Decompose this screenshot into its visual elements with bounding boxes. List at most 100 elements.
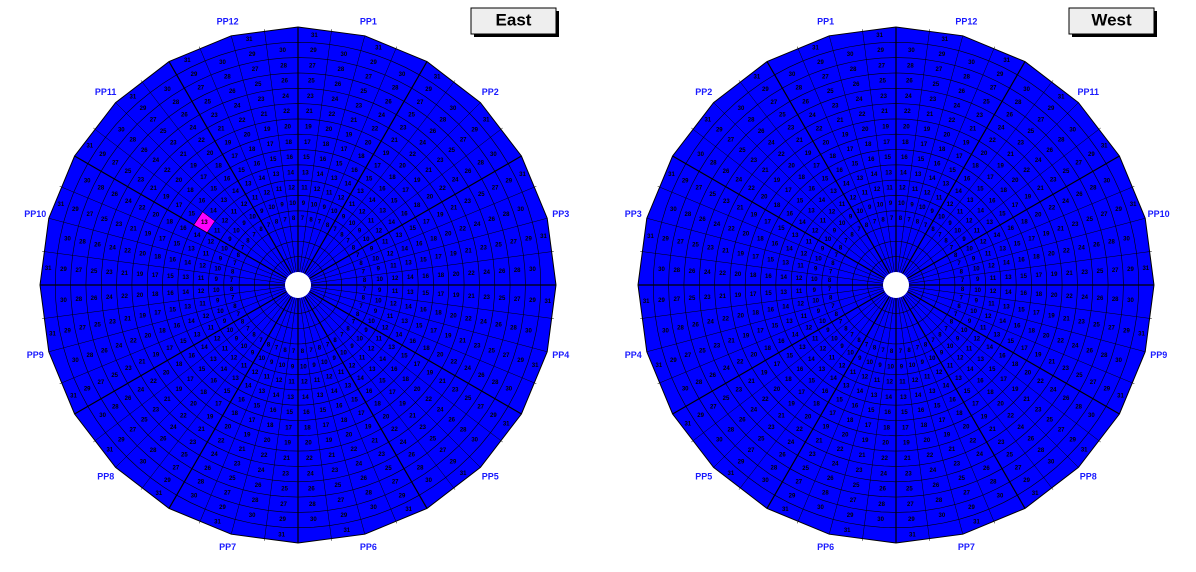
spoke xyxy=(93,127,288,278)
pp-label: PP12 xyxy=(217,17,239,27)
cell-label: 24 xyxy=(856,97,863,103)
cell-label: 14 xyxy=(357,376,364,382)
cell-label: 16 xyxy=(808,186,815,192)
cell-label: 31 xyxy=(704,117,711,123)
pp-label: PP6 xyxy=(817,542,834,552)
cell-label: 19 xyxy=(190,163,197,169)
spoke xyxy=(115,294,289,468)
cell-label: 30 xyxy=(682,387,689,393)
cell-label: 10 xyxy=(966,246,973,252)
cell-label: 31 xyxy=(246,37,253,43)
spoke xyxy=(899,297,964,535)
cell-label: 7 xyxy=(301,216,305,222)
cell-label: 28 xyxy=(963,74,970,80)
cell-label: 14 xyxy=(994,233,1001,239)
cell-label: 24 xyxy=(768,140,775,146)
cell-label: 15 xyxy=(416,324,423,330)
cell-label: 27 xyxy=(1015,465,1022,471)
cell-label: 8 xyxy=(362,296,366,302)
cell-label: 10 xyxy=(970,309,977,315)
cell-label: 27 xyxy=(1038,117,1045,123)
cell-label: 14 xyxy=(302,395,309,401)
cell-label: 9 xyxy=(972,256,976,262)
cell-label: 28 xyxy=(1038,448,1045,454)
cell-label: 8 xyxy=(309,217,313,223)
cell-label: 14 xyxy=(885,395,892,401)
cell-label: 29 xyxy=(525,237,532,243)
cell-label: 24 xyxy=(809,113,816,119)
cell-label: 8 xyxy=(957,304,961,310)
cell-label: 14 xyxy=(287,170,294,176)
cell-label: 27 xyxy=(710,405,717,411)
cell-label: 22 xyxy=(439,186,446,192)
cell-label: 24 xyxy=(707,319,714,325)
cell-label: 31 xyxy=(844,528,851,534)
cell-label: 31 xyxy=(503,422,510,428)
cell-label: 26 xyxy=(1046,148,1053,154)
cell-label: 22 xyxy=(1057,338,1064,344)
cell-label: 10 xyxy=(217,309,224,315)
cell-label: 13 xyxy=(379,208,386,214)
cell-label: 26 xyxy=(125,396,132,402)
cell-label: 23 xyxy=(750,158,757,164)
cell-label: 26 xyxy=(739,417,746,423)
cell-label: 30 xyxy=(425,478,432,484)
cell-label: 11 xyxy=(801,314,808,320)
cell-label: 14 xyxy=(210,208,217,214)
cell-label: 22 xyxy=(139,206,146,212)
cell-label: 30 xyxy=(997,493,1004,499)
cell-label: 22 xyxy=(762,397,769,403)
cell-label: 26 xyxy=(91,296,98,302)
cell-label: 22 xyxy=(859,112,866,118)
cell-label: 8 xyxy=(318,346,322,352)
cell-label: 10 xyxy=(249,214,256,220)
panel-title: West xyxy=(1091,10,1132,29)
cell-label: 20 xyxy=(1051,293,1058,299)
cell-label: 30 xyxy=(1088,413,1095,419)
cell-label: 28 xyxy=(338,67,345,73)
cell-label: 23 xyxy=(125,366,132,372)
cell-label: 28 xyxy=(990,480,997,486)
cell-label: 15 xyxy=(767,258,774,264)
cell-label: 21 xyxy=(719,294,726,300)
cell-label: 24 xyxy=(211,452,218,458)
cell-label: 24 xyxy=(419,140,426,146)
cell-label: 29 xyxy=(662,237,669,243)
pp-label: PP2 xyxy=(695,87,712,97)
cell-label: 12 xyxy=(805,326,812,332)
pp-label: PP2 xyxy=(482,87,499,97)
cell-label: 28 xyxy=(1101,353,1108,359)
cell-label: 16 xyxy=(188,354,195,360)
cell-label: 27 xyxy=(1058,427,1065,433)
cell-label: 24 xyxy=(832,462,839,468)
cell-label: 26 xyxy=(1076,192,1083,198)
cell-label: 10 xyxy=(961,328,968,334)
cell-label: 22 xyxy=(283,109,290,115)
cell-label: 19 xyxy=(1012,387,1019,393)
cell-label: 9 xyxy=(821,246,825,252)
spoke xyxy=(906,127,1101,278)
cell-label: 17 xyxy=(423,219,430,225)
cell-label: 30 xyxy=(140,459,147,465)
cell-label: 26 xyxy=(699,217,706,223)
cell-label: 16 xyxy=(351,168,358,174)
cell-label: 31 xyxy=(58,202,65,208)
cell-label: 28 xyxy=(252,498,259,504)
cell-label: 23 xyxy=(400,125,407,131)
cell-label: 13 xyxy=(369,367,376,373)
cell-label: 29 xyxy=(84,387,91,393)
cell-label: 30 xyxy=(877,517,884,523)
cell-label: 13 xyxy=(792,233,799,239)
cell-label: 8 xyxy=(346,326,350,332)
cell-label: 23 xyxy=(464,199,471,205)
cell-label: 14 xyxy=(780,275,787,281)
cell-label: 21 xyxy=(927,112,934,118)
cell-label: 11 xyxy=(392,289,399,295)
cell-label: 13 xyxy=(405,261,412,267)
cell-label: 27 xyxy=(1090,380,1097,386)
cell-label: 29 xyxy=(1088,152,1095,158)
cell-label: 11 xyxy=(203,251,210,257)
cell-label: 31 xyxy=(483,117,490,123)
cell-label: 19 xyxy=(1043,232,1050,238)
cell-label: 31 xyxy=(1081,448,1088,454)
